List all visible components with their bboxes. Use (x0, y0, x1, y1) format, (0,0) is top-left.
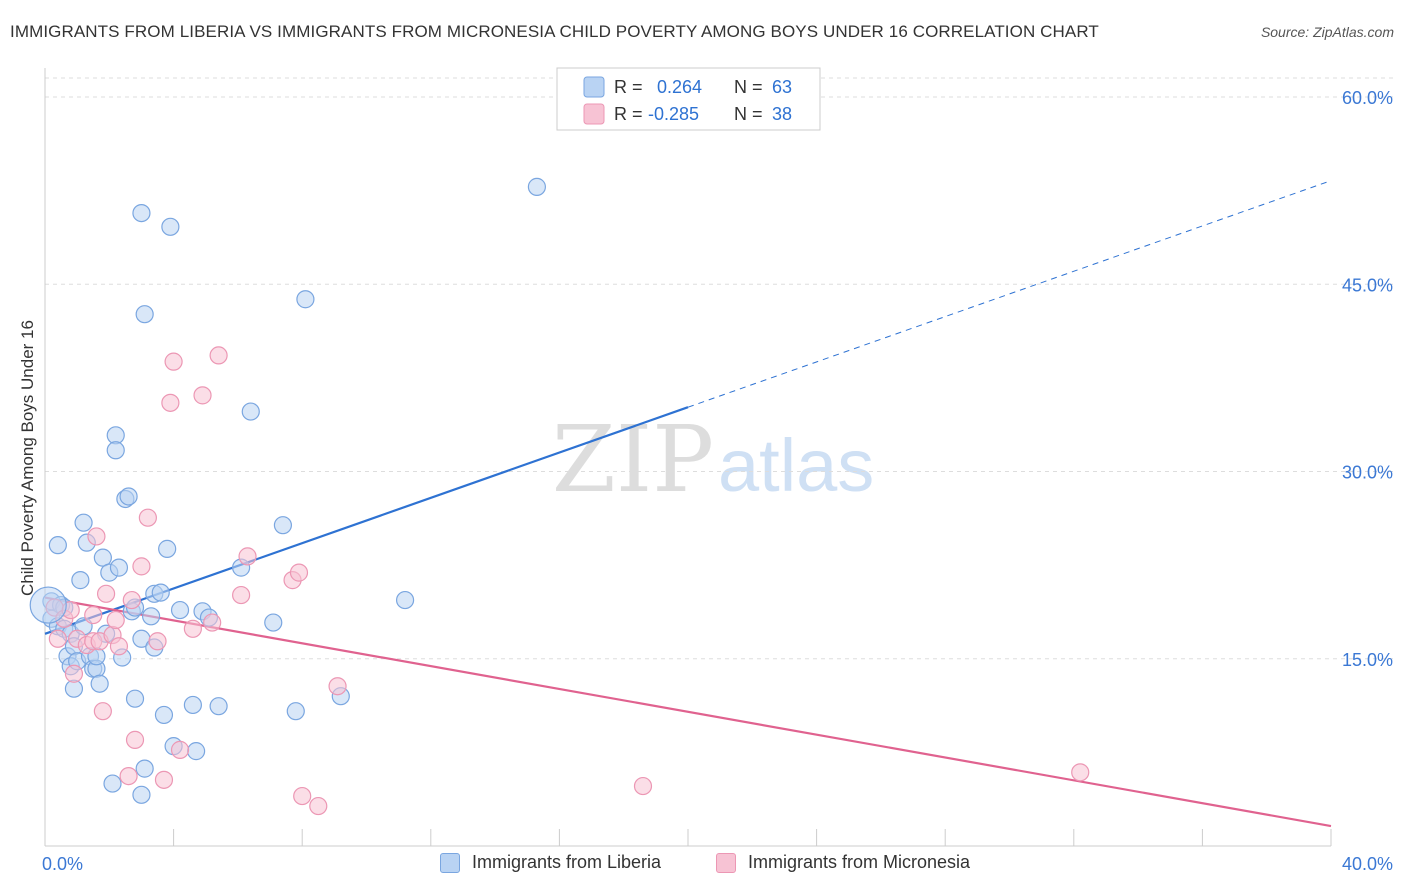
point-liberia-47 (183, 695, 202, 715)
stats-legend: R = 0.264 N = 63 R = -0.285 N = 38 (556, 67, 821, 131)
point-micronesia-28 (203, 613, 222, 632)
point-micronesia-37 (633, 776, 653, 796)
legend-label-micronesia: Immigrants from Micronesia (748, 852, 971, 872)
source-label: Source: ZipAtlas.com (1260, 24, 1394, 40)
legend-r-value-liberia: 0.264 (657, 77, 702, 97)
bottom-legend: Immigrants from Liberia Immigrants from … (0, 852, 1406, 878)
point-liberia-15 (74, 513, 93, 532)
point-micronesia-4 (64, 664, 84, 683)
point-micronesia-9 (87, 527, 106, 546)
y-tick-label-3: 60.0% (1342, 88, 1393, 108)
point-micronesia-36 (328, 677, 347, 696)
point-liberia-62 (151, 583, 170, 602)
point-micronesia-12 (96, 584, 116, 603)
point-micronesia-11 (93, 702, 112, 721)
point-liberia-61 (132, 785, 151, 804)
trend-line-micronesia (44, 596, 1332, 828)
legend-swatch-micronesia (583, 103, 605, 125)
point-liberia-13 (71, 571, 90, 590)
legend-n-value-micronesia: 38 (772, 104, 792, 124)
trend-line-liberia-projection (687, 180, 1332, 408)
point-liberia-27 (106, 441, 125, 460)
legend-n-value-liberia: 63 (772, 77, 792, 97)
legend-r-label-liberia: R = (614, 77, 643, 97)
legend-swatch-liberia-bottom (440, 852, 460, 873)
point-micronesia-14 (106, 610, 125, 630)
point-liberia-43 (158, 539, 177, 558)
point-liberia-22 (93, 548, 112, 567)
point-liberia-46 (170, 600, 190, 620)
legend-swatch-liberia (583, 76, 605, 98)
point-liberia-28 (109, 558, 129, 577)
point-micronesia-29 (209, 346, 228, 365)
point-liberia-60 (527, 177, 546, 196)
legend-swatch-micronesia-bottom (716, 852, 736, 873)
x-tick-label-0: 0.0% (42, 854, 83, 874)
y-axis-label: Child Poverty Among Boys Under 16 (18, 320, 37, 596)
axes (44, 68, 1332, 847)
point-liberia-59 (395, 590, 415, 610)
legend-label-liberia: Immigrants from Liberia (472, 852, 662, 872)
point-micronesia-25 (170, 740, 190, 759)
point-micronesia-35 (309, 796, 328, 816)
legend-item-micronesia: Immigrants from Micronesia (716, 852, 970, 873)
point-micronesia-21 (148, 632, 167, 651)
legend-r-value-micronesia: -0.285 (648, 104, 699, 124)
point-micronesia-34 (293, 786, 312, 806)
point-micronesia-31 (238, 547, 257, 566)
point-liberia-34 (125, 689, 145, 708)
legend-n-label-liberia: N = (734, 77, 763, 97)
point-liberia-42 (154, 705, 174, 725)
point-micronesia-1 (48, 629, 67, 648)
y-tick-label-1: 30.0% (1342, 463, 1393, 483)
point-liberia-25 (103, 774, 122, 793)
point-liberia-48 (187, 742, 206, 761)
point-micronesia-15 (109, 637, 129, 656)
x-tick-label-1: 40.0% (1342, 854, 1393, 874)
point-liberia-21 (90, 674, 109, 693)
point-micronesia-18 (125, 730, 145, 749)
point-liberia-44 (161, 217, 180, 236)
point-micronesia-24 (164, 352, 183, 371)
chart-title: IMMIGRANTS FROM LIBERIA VS IMMIGRANTS FR… (10, 22, 1099, 41)
point-liberia-31 (119, 487, 138, 506)
point-liberia-36 (132, 203, 151, 223)
point-micronesia-8 (84, 605, 103, 625)
point-micronesia-38 (1071, 763, 1090, 782)
legend-r-label-micronesia: R = (614, 104, 643, 124)
y-tick-labels: 15.0% 30.0% 45.0% 60.0% (1342, 88, 1393, 670)
watermark: ZIP atlas (552, 406, 874, 513)
point-micronesia-26 (183, 619, 202, 638)
watermark-atlas: atlas (718, 424, 874, 507)
point-liberia-54 (264, 613, 283, 632)
point-micronesia-22 (154, 770, 174, 789)
point-liberia-37 (135, 759, 154, 778)
point-liberia-55 (273, 516, 293, 535)
point-micronesia-16 (119, 766, 138, 786)
point-liberia-57 (296, 290, 315, 309)
watermark-zip: ZIP (552, 406, 714, 513)
point-micronesia-33 (289, 563, 309, 582)
point-micronesia-19 (132, 557, 151, 576)
legend-item-liberia: Immigrants from Liberia (440, 852, 661, 873)
point-liberia-39 (141, 607, 161, 626)
point-liberia-3 (48, 536, 67, 555)
point-liberia-56 (286, 702, 305, 721)
point-micronesia-20 (138, 508, 157, 527)
y-tick-label-0: 15.0% (1342, 650, 1393, 670)
point-micronesia-30 (232, 585, 251, 605)
point-liberia-cluster (29, 586, 67, 624)
point-liberia-53 (241, 402, 260, 421)
legend-n-label-micronesia: N = (734, 104, 763, 124)
point-micronesia-27 (193, 386, 212, 405)
x-tick-labels: 0.0% 40.0% (42, 854, 1393, 874)
y-tick-label-2: 45.0% (1342, 275, 1393, 295)
point-liberia-38 (135, 305, 154, 324)
data-points (29, 177, 1090, 816)
point-micronesia-17 (122, 590, 141, 610)
point-liberia-51 (209, 697, 228, 716)
point-micronesia-23 (161, 393, 180, 412)
